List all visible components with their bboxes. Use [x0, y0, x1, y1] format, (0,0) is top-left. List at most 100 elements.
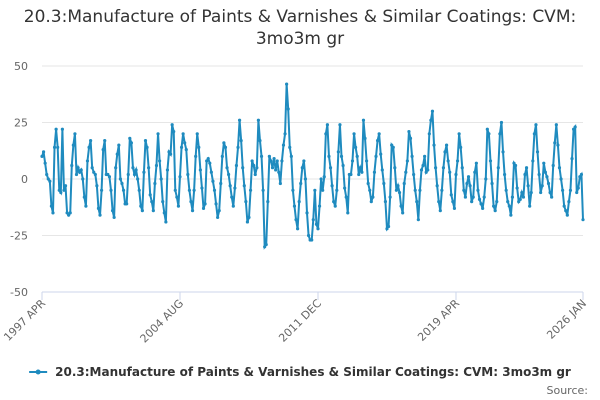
point — [327, 154, 331, 158]
point — [89, 138, 93, 143]
point — [432, 143, 436, 147]
point — [71, 143, 75, 147]
point — [372, 170, 377, 174]
point — [67, 213, 71, 217]
point — [57, 188, 61, 192]
point — [140, 209, 144, 213]
point — [573, 125, 577, 129]
series-line — [41, 84, 584, 250]
chart-title: 20.3:Manufacture of Paints & Varnishes &… — [24, 7, 576, 49]
point — [280, 159, 284, 163]
point — [40, 154, 44, 158]
point — [175, 195, 179, 199]
point — [455, 159, 460, 163]
point — [211, 179, 215, 183]
point — [537, 172, 541, 177]
point — [330, 184, 334, 188]
point — [368, 188, 372, 192]
point — [153, 181, 157, 186]
point — [190, 209, 195, 213]
point — [289, 154, 293, 158]
point — [484, 177, 488, 181]
point — [258, 138, 262, 143]
point — [117, 143, 121, 147]
point — [74, 172, 79, 177]
point — [380, 168, 384, 172]
point — [45, 172, 49, 177]
point — [54, 127, 58, 131]
point — [107, 175, 112, 179]
point — [109, 188, 113, 192]
point — [374, 154, 378, 158]
point — [76, 166, 80, 170]
point — [465, 181, 469, 186]
point — [386, 224, 391, 229]
point — [291, 188, 295, 192]
point — [575, 190, 579, 195]
point — [68, 211, 72, 215]
point — [189, 200, 193, 204]
point — [172, 129, 176, 134]
point — [360, 170, 364, 174]
point — [283, 132, 287, 136]
point — [259, 154, 264, 158]
point — [523, 172, 527, 177]
point — [365, 159, 369, 163]
point — [350, 159, 355, 163]
point — [234, 163, 239, 168]
point — [310, 238, 314, 242]
point — [187, 188, 192, 192]
point — [506, 200, 510, 204]
point — [158, 159, 162, 163]
point — [164, 220, 168, 224]
point — [216, 215, 220, 220]
point — [321, 188, 325, 192]
point — [443, 150, 447, 154]
point — [142, 170, 146, 174]
point — [355, 154, 359, 158]
point — [148, 193, 152, 197]
point — [510, 195, 515, 199]
point — [161, 200, 165, 204]
point — [404, 170, 408, 174]
point — [313, 188, 317, 192]
legend-marker — [35, 369, 41, 375]
point — [562, 204, 566, 208]
point — [225, 166, 229, 170]
point — [256, 118, 260, 122]
point — [201, 206, 206, 210]
point — [245, 220, 250, 224]
point — [479, 202, 483, 206]
point — [579, 172, 584, 177]
point — [192, 188, 196, 192]
point — [131, 166, 135, 170]
source: Source: — [547, 384, 589, 397]
point — [493, 209, 497, 213]
point — [306, 233, 311, 238]
point — [402, 181, 406, 186]
point — [99, 188, 104, 192]
point — [564, 209, 568, 213]
point — [343, 186, 347, 190]
point — [87, 145, 91, 149]
point — [550, 195, 554, 199]
point — [495, 200, 499, 204]
point — [114, 166, 118, 170]
point — [379, 152, 383, 156]
point — [415, 200, 419, 204]
point — [545, 175, 549, 179]
point — [561, 188, 565, 192]
point — [344, 195, 348, 199]
point — [571, 127, 576, 131]
point — [233, 186, 237, 190]
point — [263, 245, 267, 249]
point — [521, 195, 526, 199]
point — [92, 170, 96, 174]
y-tick-label: 50 — [14, 60, 28, 73]
point — [349, 172, 353, 177]
point — [429, 118, 433, 122]
point — [328, 166, 333, 170]
point — [206, 157, 210, 161]
point — [532, 132, 536, 136]
point — [416, 218, 420, 222]
